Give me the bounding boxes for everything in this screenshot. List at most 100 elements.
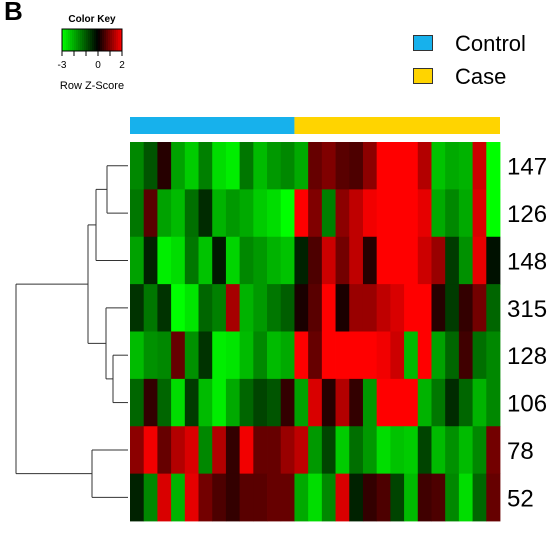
heatmap-cell	[157, 473, 172, 522]
heatmap-cell	[184, 473, 199, 522]
heatmap-cell	[280, 378, 295, 427]
heatmap-cell	[184, 331, 199, 380]
heatmap-cell	[253, 189, 268, 238]
color-key-segment	[76, 29, 79, 51]
heatmap-cell	[225, 284, 241, 332]
heatmap-cell	[417, 284, 432, 332]
heatmap-cell	[445, 284, 460, 332]
heatmap-cell	[404, 473, 419, 522]
heatmap-cell	[472, 378, 487, 427]
heatmap-cell	[143, 142, 158, 190]
heatmap-cell	[404, 189, 419, 238]
color-key-segment	[118, 29, 121, 51]
heatmap-cell	[171, 378, 186, 427]
heatmap-cell	[239, 284, 254, 332]
heatmap-cell	[486, 142, 501, 190]
heatmap-cell	[294, 142, 309, 190]
heatmap-cell	[376, 378, 391, 427]
heatmap-cell	[335, 426, 350, 475]
heatmap-cell	[458, 378, 473, 427]
heatmap-cell	[308, 142, 323, 190]
color-key-segment	[120, 29, 123, 51]
heatmap-cell	[417, 236, 432, 285]
heatmap-cell	[184, 189, 199, 238]
heatmap-cells	[130, 142, 501, 522]
heatmap-cell	[239, 236, 254, 285]
heatmap-cell	[431, 236, 446, 285]
heatmap-cell	[349, 236, 364, 285]
heatmap-cell	[376, 142, 391, 190]
heatmap-cell	[253, 378, 268, 427]
heatmap-cell	[130, 473, 145, 522]
color-key-segment	[80, 29, 83, 51]
heatmap-cell	[294, 236, 309, 285]
heatmap-cell	[212, 284, 227, 332]
heatmap-cell	[212, 426, 227, 475]
heatmap-cell	[486, 189, 501, 238]
heatmap-cell	[431, 189, 446, 238]
group-bar-control	[130, 117, 295, 134]
group-bar-case	[294, 117, 500, 134]
heatmap-cell	[294, 189, 309, 238]
heatmap-cell	[376, 236, 391, 285]
color-key-segment	[68, 29, 71, 51]
heatmap-cell	[404, 284, 419, 332]
heatmap-cell	[390, 142, 405, 190]
legend-label-control: Control	[455, 31, 526, 56]
heatmap-cell	[486, 473, 501, 522]
heatmap-cell	[362, 189, 378, 238]
heatmap-cell	[404, 236, 419, 285]
heatmap-cell	[294, 284, 309, 332]
heatmap-cell	[171, 236, 186, 285]
heatmap-cell	[349, 473, 364, 522]
heatmap-cell	[472, 236, 487, 285]
heatmap-cell	[225, 473, 241, 522]
heatmap-cell	[294, 473, 309, 522]
heatmap-cell	[445, 189, 460, 238]
row-labels: 147 126 148 315 128 106 78 52	[507, 154, 547, 513]
heatmap-cell	[198, 236, 213, 285]
heatmap-cell	[253, 331, 268, 380]
heatmap-cell	[171, 426, 186, 475]
heatmap-cell	[472, 284, 487, 332]
heatmap-cell	[431, 378, 446, 427]
color-key-segment	[108, 29, 111, 51]
heatmap-cell	[308, 284, 323, 332]
heatmap-cell	[362, 426, 378, 475]
heatmap-cell	[404, 142, 419, 190]
heatmap-cell	[212, 189, 227, 238]
color-key-segment	[72, 29, 75, 51]
heatmap-cell	[130, 189, 145, 238]
heatmap-cell	[458, 142, 473, 190]
heatmap-cell	[404, 331, 419, 380]
heatmap-cell	[376, 189, 391, 238]
heatmap-cell	[445, 378, 460, 427]
heatmap-cell	[267, 142, 282, 190]
heatmap-cell	[225, 189, 241, 238]
heatmap-cell	[294, 426, 309, 475]
heatmap-cell	[362, 284, 378, 332]
legend-swatch-case	[413, 68, 433, 84]
heatmap-cell	[280, 284, 295, 332]
heatmap-cell	[239, 473, 254, 522]
heatmap-cell	[143, 426, 158, 475]
heatmap-cell	[390, 426, 405, 475]
heatmap-cell	[308, 378, 323, 427]
heatmap-cell	[212, 473, 227, 522]
heatmap-cell	[157, 331, 172, 380]
heatmap-cell	[171, 473, 186, 522]
heatmap-cell	[171, 331, 186, 380]
color-key-border	[61, 28, 123, 52]
heatmap-cell	[417, 473, 432, 522]
heatmap-cell	[294, 378, 309, 427]
heatmap-cell	[486, 426, 501, 475]
heatmap-cell	[267, 473, 282, 522]
heatmap-cell	[321, 473, 336, 522]
row-label: 126	[507, 201, 547, 228]
heatmap-cell	[458, 331, 473, 380]
heatmap-cell	[445, 331, 460, 380]
color-key-segment	[114, 29, 117, 51]
heatmap-cell	[198, 426, 213, 475]
color-key-segment	[110, 29, 113, 51]
